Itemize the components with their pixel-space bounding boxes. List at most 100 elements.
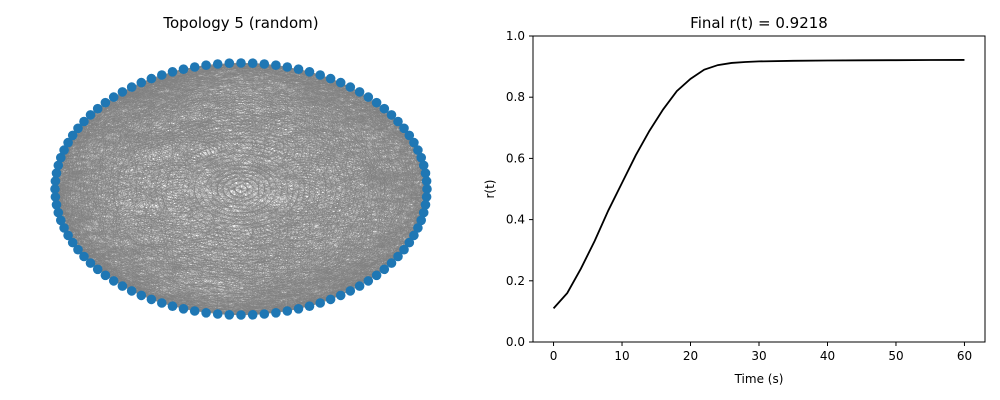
network-node [117,87,128,97]
x-tick-label: 40 [820,349,835,363]
network-node [201,60,211,70]
network-node [315,298,326,308]
network-node [157,298,167,308]
network-node [53,160,64,171]
network-node [404,130,415,141]
network-node [178,64,189,74]
r-series-line [552,59,965,309]
network-node [404,237,415,248]
network-node [335,77,346,88]
network-node [63,137,73,148]
network-node [167,301,178,312]
network-node [418,207,429,218]
network-node [386,258,397,268]
network-node [416,215,427,226]
line-chart-title: Final r(t) = 0.9218 [690,14,828,32]
network-node [56,152,66,163]
network-title: Topology 5 (random) [162,14,318,32]
network-node [379,264,390,275]
network-node [51,200,62,210]
network-node [418,160,429,171]
network-node [67,130,78,141]
network-node [189,62,200,72]
network-node [393,251,403,262]
network-node [73,123,83,134]
network-node [271,308,281,318]
network-node [224,310,235,320]
network-node [136,77,147,88]
network-node [247,58,258,68]
network-node [304,67,315,77]
network-node [146,73,157,84]
network-node [325,294,336,305]
line-chart-panel: Final r(t) = 0.9218 0 10 20 30 40 50 60 0.0 0.2… [483,14,986,386]
y-tick-label: 0.8 [506,90,525,104]
network-node [371,97,382,108]
network-node [178,304,189,314]
network-node [63,230,73,241]
network-node [59,223,69,233]
network-node [363,276,374,286]
x-axis-ticks: 0 10 20 30 40 50 60 [550,342,972,363]
network-node [421,192,432,202]
network-node [67,237,78,248]
x-tick-label: 20 [683,349,698,363]
network-node [167,67,178,77]
network-node [413,145,423,155]
network-node [59,145,69,155]
network-node [315,70,326,80]
network-node [108,92,119,102]
network-node [85,110,96,120]
network-node [100,97,111,108]
network-node [413,223,423,233]
network-node [50,184,60,194]
network-node [363,92,374,102]
network-node [354,87,365,97]
network-node [354,281,365,291]
network-node [409,230,419,241]
network-node [422,184,432,194]
x-tick-label: 60 [957,349,972,363]
network-node [393,116,403,127]
network-node [108,276,119,286]
network-node [399,123,409,134]
network-node [201,308,211,318]
network-node [371,270,382,281]
network-node [259,59,270,69]
network-node [282,62,293,72]
network-node [386,110,397,120]
network-node [92,264,103,275]
network-node [335,290,346,301]
y-tick-label: 0.0 [506,335,525,349]
network-nodes [50,58,432,320]
network-node [212,59,223,69]
network-node [50,192,61,202]
y-tick-label: 0.2 [506,274,525,288]
y-axis-label: r(t) [483,179,497,198]
network-panel: Topology 5 (random) [50,14,432,320]
y-axis-ticks: 0.0 0.2 0.4 0.6 0.8 1.0 [506,29,533,349]
network-node [189,306,200,316]
network-node [293,64,304,74]
network-node [345,286,356,296]
network-node [293,304,304,314]
plot-frame [532,35,986,343]
network-node [50,176,61,186]
x-tick-label: 0 [550,349,558,363]
network-node [85,258,96,268]
network-node [79,251,89,262]
y-tick-label: 0.6 [506,151,525,165]
network-node [399,244,409,255]
network-node [100,270,111,281]
network-node [304,301,315,312]
x-tick-label: 50 [888,349,903,363]
network-node [259,309,270,319]
network-node [420,200,431,210]
network-node [224,58,235,68]
network-node [73,244,83,255]
network-node [126,82,137,92]
network-node [56,215,66,226]
network-node [126,286,137,296]
network-node [421,176,432,186]
